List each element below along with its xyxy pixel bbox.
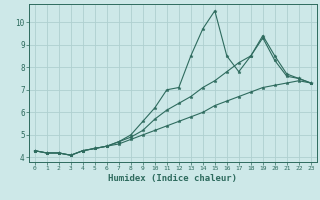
X-axis label: Humidex (Indice chaleur): Humidex (Indice chaleur)	[108, 174, 237, 183]
